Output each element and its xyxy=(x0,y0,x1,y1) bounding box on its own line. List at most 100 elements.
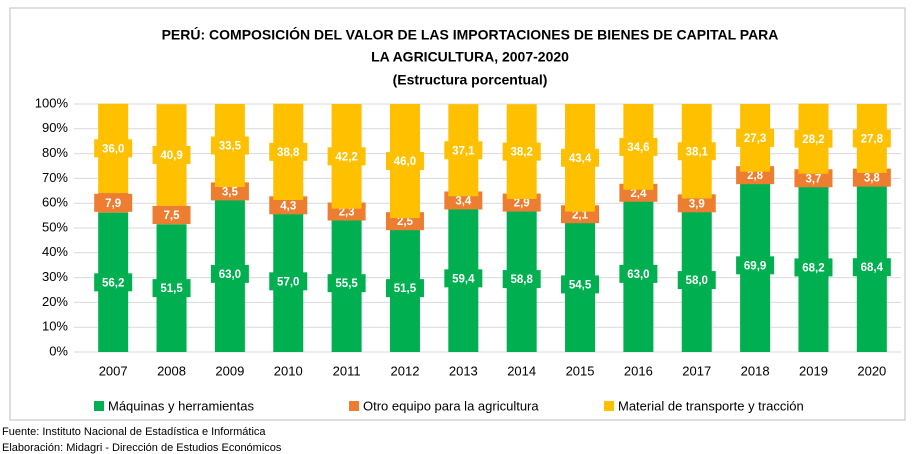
value-label-box xyxy=(852,129,891,148)
x-tick-label: 2016 xyxy=(624,363,653,378)
value-label: 7,9 xyxy=(105,198,121,210)
y-tick-label: 100% xyxy=(35,95,69,110)
value-label: 4,3 xyxy=(280,200,296,212)
value-label-box xyxy=(444,141,483,160)
value-label-box xyxy=(385,152,424,171)
value-label-box xyxy=(327,274,366,293)
value-label-box xyxy=(852,168,891,187)
value-label: 2,8 xyxy=(747,170,764,182)
chart-title: LA AGRICULTURA, 2007-2020 xyxy=(371,49,569,65)
value-label: 42,2 xyxy=(335,151,357,163)
legend-swatch xyxy=(349,401,359,411)
value-label: 58,0 xyxy=(686,275,708,287)
x-tick-label: 2011 xyxy=(333,363,361,378)
x-tick-label: 2015 xyxy=(566,363,595,378)
value-label: 7,5 xyxy=(164,210,181,222)
legend-label: Otro equipo para la agricultura xyxy=(363,398,539,413)
value-label: 63,0 xyxy=(627,269,649,281)
legend-swatch xyxy=(604,401,614,411)
legend-swatch xyxy=(94,401,104,411)
value-label: 55,5 xyxy=(335,278,358,290)
y-tick-label: 90% xyxy=(42,120,68,135)
value-label: 57,0 xyxy=(277,276,299,288)
value-label-box xyxy=(561,275,600,294)
chart-subtitle: (Estructura porcentual) xyxy=(393,72,548,88)
value-label: 2,3 xyxy=(339,207,355,219)
value-label-box xyxy=(94,273,133,292)
y-tick-label: 70% xyxy=(42,170,68,185)
value-label: 54,5 xyxy=(569,279,592,291)
value-label-box xyxy=(619,264,658,283)
x-tick-label: 2014 xyxy=(507,363,536,378)
value-label-box xyxy=(736,256,775,275)
y-tick-label: 40% xyxy=(42,244,68,259)
value-label-box xyxy=(327,147,366,166)
x-tick-label: 2010 xyxy=(274,363,303,378)
y-tick-label: 60% xyxy=(42,195,68,210)
value-label: 3,5 xyxy=(222,186,239,198)
value-label-box xyxy=(94,139,133,158)
value-label-box xyxy=(502,142,541,161)
y-tick-label: 20% xyxy=(42,294,68,309)
value-label-box xyxy=(561,148,600,167)
value-label: 2,9 xyxy=(514,198,530,210)
value-label-box xyxy=(677,271,716,290)
value-label-box xyxy=(619,137,658,156)
value-label: 68,2 xyxy=(802,262,824,274)
value-label: 38,2 xyxy=(510,147,532,159)
value-label: 2,1 xyxy=(572,209,589,221)
value-label: 63,0 xyxy=(219,269,241,281)
value-label-box xyxy=(677,194,716,213)
x-tick-label: 2008 xyxy=(157,363,186,378)
value-label: 56,2 xyxy=(102,277,124,289)
value-label-box xyxy=(269,272,308,291)
value-label: 34,6 xyxy=(627,142,649,154)
x-tick-label: 2012 xyxy=(391,363,420,378)
value-label: 3,8 xyxy=(864,173,881,185)
value-label: 40,9 xyxy=(160,150,182,162)
value-label: 33,5 xyxy=(219,141,242,153)
value-label: 51,5 xyxy=(160,283,183,295)
y-tick-label: 0% xyxy=(49,343,68,358)
value-label: 51,5 xyxy=(394,283,417,295)
value-label: 69,9 xyxy=(744,260,766,272)
value-label-box xyxy=(794,129,833,148)
value-label-box xyxy=(152,205,191,224)
value-label: 38,8 xyxy=(277,147,300,159)
value-label-box xyxy=(269,142,308,161)
value-label-box xyxy=(210,136,249,155)
value-label: 27,8 xyxy=(861,134,884,146)
value-label-box xyxy=(852,258,891,277)
value-label: 2,4 xyxy=(630,188,647,200)
x-tick-label: 2013 xyxy=(449,363,478,378)
value-label-box xyxy=(794,169,833,188)
legend-label: Máquinas y herramientas xyxy=(108,398,254,413)
value-label: 37,1 xyxy=(452,145,475,157)
value-label: 28,2 xyxy=(802,134,824,146)
x-tick-label: 2007 xyxy=(99,363,128,378)
x-tick-label: 2019 xyxy=(799,363,828,378)
value-label: 46,0 xyxy=(394,156,416,168)
value-label: 2,5 xyxy=(397,216,414,228)
value-label: 3,7 xyxy=(805,173,821,185)
legend-label: Material de transporte y tracción xyxy=(618,398,804,413)
value-label-box xyxy=(152,145,191,164)
source: Fuente: Instituto Nacional de Estadístic… xyxy=(2,426,266,438)
y-tick-label: 50% xyxy=(42,219,68,234)
chart-title: PERÚ: COMPOSICIÓN DEL VALOR DE LAS IMPOR… xyxy=(162,26,779,43)
value-label-box xyxy=(94,193,133,212)
value-label-box xyxy=(210,264,249,283)
value-label: 58,8 xyxy=(510,274,533,286)
value-label: 36,0 xyxy=(102,143,124,155)
value-label-box xyxy=(736,128,775,147)
value-label-box xyxy=(385,279,424,298)
value-label: 38,1 xyxy=(686,146,709,158)
y-tick-label: 30% xyxy=(42,269,68,284)
value-label-box xyxy=(444,269,483,288)
value-label-box xyxy=(152,279,191,298)
x-tick-label: 2009 xyxy=(215,363,244,378)
value-label: 59,4 xyxy=(452,273,475,285)
value-label: 43,4 xyxy=(569,153,592,165)
value-label: 3,4 xyxy=(455,196,472,208)
